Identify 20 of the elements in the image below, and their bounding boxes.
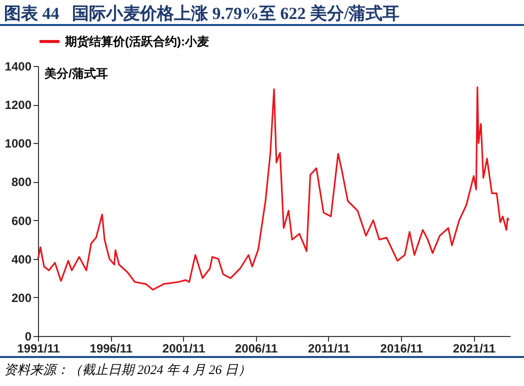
y-axis-title: 美分/蒲式耳: [44, 66, 108, 80]
x-tick-label: 2001/11: [162, 342, 206, 356]
y-tick-label: 600: [11, 214, 32, 228]
y-tick-label: 200: [11, 290, 32, 305]
x-tick-label: 2011/11: [308, 342, 350, 356]
x-tick-label: 2021/11: [452, 342, 496, 356]
x-tick-label: 2006/11: [235, 342, 278, 356]
y-tick-label: 1200: [4, 98, 32, 112]
chart-title: 图表 44 国际小麦价格上涨 9.79%至 622 美分/蒲式耳: [0, 0, 524, 26]
y-tick-label: 0: [24, 330, 32, 344]
x-tick-label: 2016/11: [380, 342, 424, 356]
text: 资料来源：（截止日期 2024 年 4 月 26 日）: [0, 356, 524, 382]
y-tick-label: 1400: [4, 60, 32, 74]
y-tick-label: 1000: [4, 136, 32, 151]
x-tick-label: 1991/11: [17, 342, 60, 356]
line-series: [37, 86, 510, 291]
y-tick-label: 400: [11, 252, 32, 266]
legend-label: 期货结算价(活跃合约):小麦: [64, 34, 209, 48]
x-tick-label: 1996/11: [90, 342, 133, 356]
y-tick-label: 800: [11, 175, 32, 190]
